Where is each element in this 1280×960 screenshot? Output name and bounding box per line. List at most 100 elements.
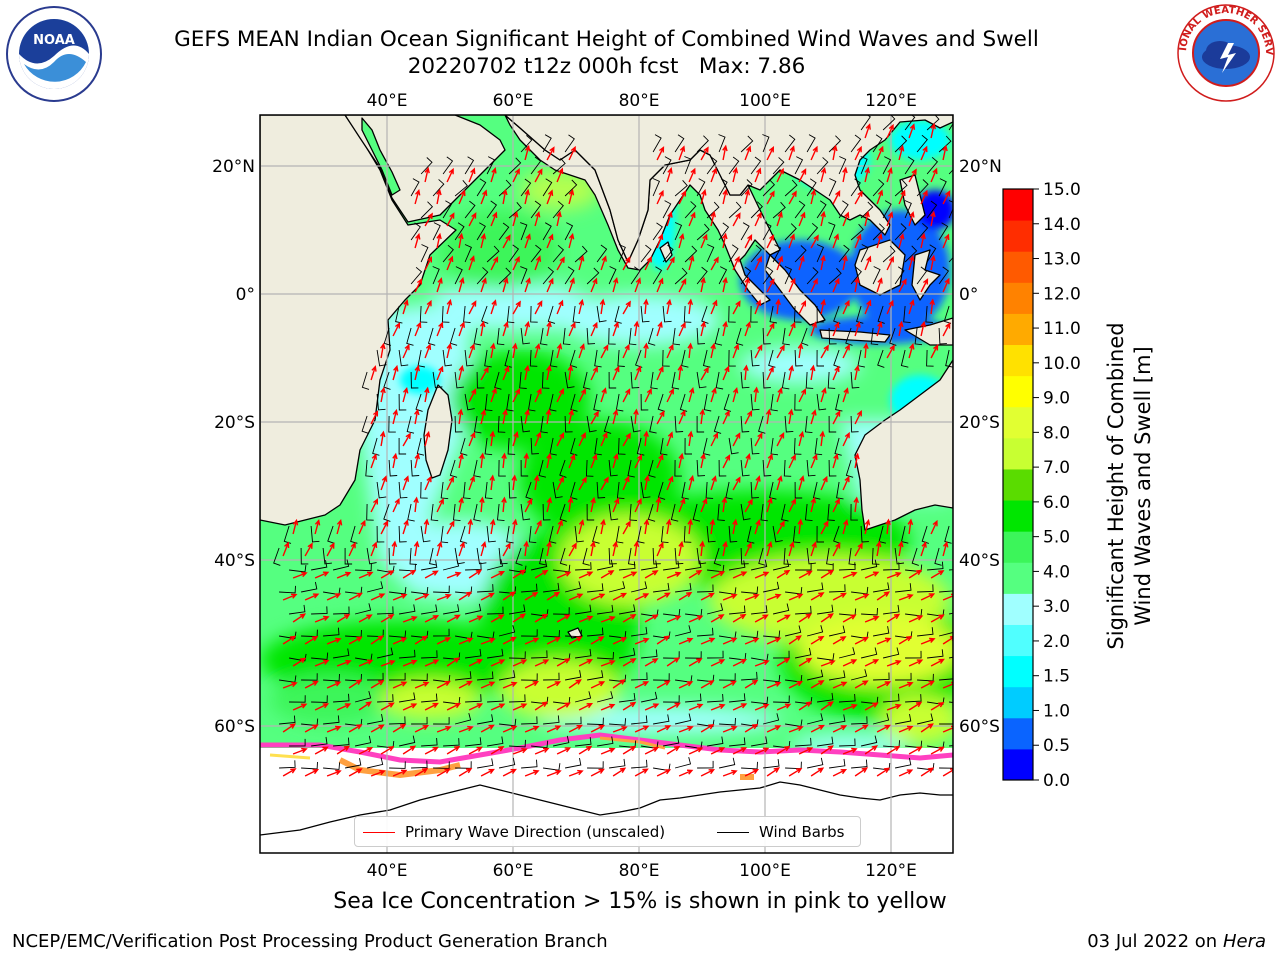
wave-direction-arrow <box>666 431 674 447</box>
wave-direction-arrow <box>414 767 429 777</box>
wave-direction-arrow <box>489 518 496 535</box>
wave-direction-arrow <box>568 408 574 425</box>
wave-direction-arrow <box>710 387 717 403</box>
wind-barb <box>783 547 792 565</box>
wave-direction-arrow <box>314 518 321 535</box>
wave-direction-arrow <box>952 312 953 314</box>
wind-barb <box>740 459 750 477</box>
wave-direction-arrow <box>732 747 748 755</box>
wave-direction-arrow <box>732 703 748 711</box>
wave-direction-arrow <box>766 234 775 249</box>
wind-barb <box>459 525 468 544</box>
wind-barb <box>828 459 837 477</box>
wave-direction-arrow <box>864 166 870 183</box>
wind-barb <box>772 201 786 219</box>
wave-direction-arrow <box>424 212 433 227</box>
wind-barb <box>740 266 752 285</box>
wind-barb <box>376 349 387 367</box>
wind-barb <box>549 349 558 368</box>
wave-direction-arrow <box>468 475 475 491</box>
wind-barb <box>515 547 523 566</box>
wind-barb <box>477 671 494 681</box>
wave-direction-arrow <box>854 145 862 161</box>
wind-barb <box>333 606 350 615</box>
wave-direction-arrow <box>754 703 770 711</box>
wind-barb <box>542 178 553 197</box>
wave-direction-arrow <box>930 122 936 139</box>
wave-direction-arrow <box>502 591 517 601</box>
wave-direction-arrow <box>832 410 841 425</box>
wind-barb <box>569 349 578 368</box>
wind-barb <box>531 650 548 659</box>
wind-barb <box>833 525 841 544</box>
wave-direction-arrow <box>468 167 476 183</box>
wave-direction-arrow <box>678 681 694 689</box>
wind-barb <box>845 327 853 346</box>
wave-direction-arrow <box>864 255 872 271</box>
wind-barb <box>839 738 856 747</box>
wave-direction-arrow <box>700 366 709 381</box>
wave-direction-arrow <box>776 344 785 359</box>
wave-direction-arrow <box>502 408 508 425</box>
left-lat-label: 40°S <box>214 551 255 571</box>
wave-direction-arrow <box>832 768 848 777</box>
wave-direction-arrow <box>436 637 452 645</box>
wave-direction-arrow <box>832 190 841 205</box>
wave-direction-arrow <box>666 615 682 623</box>
wave-direction-arrow <box>898 232 905 249</box>
wind-barb <box>794 349 803 367</box>
wind-barb <box>674 415 684 433</box>
wave-direction-arrow <box>908 342 915 359</box>
wind-barb <box>729 737 746 747</box>
colorbar-label-line-2: Wind Waves and Swell [m] <box>1131 346 1155 626</box>
wind-barb <box>838 647 856 659</box>
wave-direction-arrow <box>710 210 716 227</box>
wave-direction-arrow <box>832 453 839 469</box>
wind-barb <box>539 547 547 566</box>
wind-barb <box>816 305 825 323</box>
wave-direction-arrow <box>458 725 474 733</box>
wave-direction-arrow <box>556 519 563 535</box>
wave-direction-arrow <box>457 408 464 425</box>
wind-barb <box>684 201 697 219</box>
wind-barb <box>872 266 881 285</box>
wind-barb <box>420 525 431 543</box>
wind-barb <box>728 201 742 219</box>
wave-direction-arrow <box>810 592 825 601</box>
wind-barb <box>872 134 883 153</box>
wind-barb <box>828 625 846 637</box>
wave-direction-arrow <box>612 365 620 381</box>
wave-direction-arrow <box>556 658 571 667</box>
wind-barb <box>741 761 758 770</box>
wind-barb <box>464 349 474 367</box>
wave-direction-arrow <box>842 747 858 755</box>
wave-direction-arrow <box>776 475 783 491</box>
wind-barb <box>365 459 373 477</box>
wave-direction-arrow <box>854 190 863 205</box>
wave-direction-arrow <box>688 211 696 227</box>
wind-barb <box>762 459 772 477</box>
wave-direction-arrow <box>898 278 907 293</box>
wave-direction-arrow <box>788 497 797 513</box>
wave-direction-arrow <box>292 518 299 535</box>
wave-direction-arrow <box>392 497 400 513</box>
wind-barb <box>696 135 709 153</box>
wind-barb <box>614 305 622 324</box>
wave-direction-arrow <box>722 409 730 425</box>
wave-direction-arrow <box>348 724 363 733</box>
wind-barb <box>410 371 419 389</box>
tick-labels: 40°E 60°E 80°E 100°E 120°E 40°E 60°E 80°… <box>212 91 1002 881</box>
wind-barb <box>484 437 493 456</box>
wave-direction-arrow <box>930 344 939 359</box>
wind-barb <box>587 761 604 769</box>
wind-barb <box>758 547 766 566</box>
wind-barb <box>728 156 740 175</box>
wave-direction-arrow <box>788 408 794 425</box>
wave-direction-arrow <box>304 593 320 601</box>
wind-barb <box>619 561 636 571</box>
wind-barb <box>289 695 306 703</box>
wind-barb <box>816 349 824 367</box>
wind-barb <box>772 525 783 543</box>
wave-direction-arrow <box>898 540 904 557</box>
wave-direction-arrow <box>700 233 708 249</box>
